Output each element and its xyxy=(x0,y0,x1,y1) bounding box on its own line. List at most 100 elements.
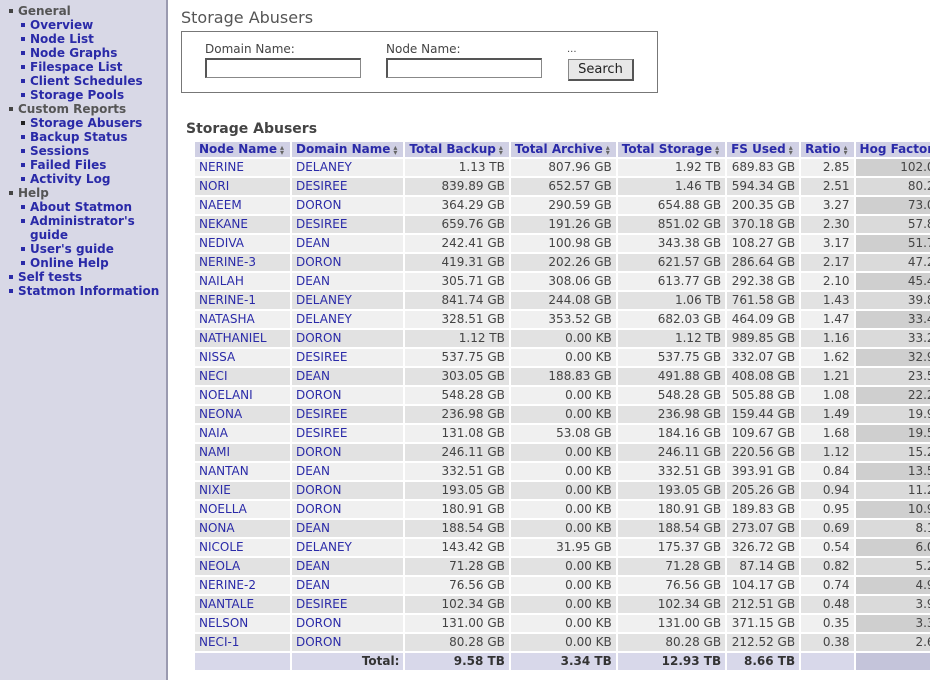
domain-name-link[interactable]: DORON xyxy=(291,387,404,404)
node-name-link[interactable]: NONA xyxy=(195,520,290,537)
node-name-link[interactable]: NATHANIEL xyxy=(195,330,290,347)
column-header-total-archive[interactable]: Total Archive ▴▾ xyxy=(510,142,616,157)
sidebar-item-client-schedules[interactable]: Client Schedules xyxy=(0,74,166,88)
table-row: NEONA DESIREE 236.98 GB 0.00 KB 236.98 GB 159… xyxy=(195,406,930,423)
total-backup-cell: 537.75 GB xyxy=(405,349,509,366)
node-name-link[interactable]: NERINE xyxy=(195,159,290,176)
node-name-link[interactable]: NEKANE xyxy=(195,216,290,233)
sidebar-item-about-statmon[interactable]: About Statmon xyxy=(0,200,166,214)
node-name-link[interactable]: NAIA xyxy=(195,425,290,442)
total-backup-cell: 131.00 GB xyxy=(405,615,509,632)
domain-name-link[interactable]: DORON xyxy=(291,615,404,632)
column-header-hog-factor[interactable]: Hog Factor▴▾ xyxy=(855,142,930,157)
domain-name-link[interactable]: DORON xyxy=(291,330,404,347)
domain-name-link[interactable]: DEAN xyxy=(291,558,404,575)
domain-name-link[interactable]: DEAN xyxy=(291,368,404,385)
sort-icon[interactable]: ▴▾ xyxy=(605,144,610,155)
column-header-total-backup[interactable]: Total Backup ▴▾ xyxy=(405,142,509,157)
sidebar-item-node-list[interactable]: Node List xyxy=(0,32,166,46)
node-name-link[interactable]: NERINE-3 xyxy=(195,254,290,271)
total-archive-cell: 0.00 KB xyxy=(510,520,616,537)
column-header-total-storage[interactable]: Total Storage ▴▾ xyxy=(617,142,726,157)
node-name-link[interactable]: NERINE-1 xyxy=(195,292,290,309)
ratio-cell: 0.82 xyxy=(801,558,854,575)
column-header-label: FS Used xyxy=(731,142,786,156)
node-name-link[interactable]: NECI-1 xyxy=(195,634,290,651)
domain-name-link[interactable]: DELANEY xyxy=(291,311,404,328)
domain-name-link[interactable]: DELANEY xyxy=(291,159,404,176)
sort-icon[interactable]: ▴▾ xyxy=(715,144,720,155)
totals-empty-cell xyxy=(855,653,930,670)
sort-icon[interactable]: ▴▾ xyxy=(843,144,848,155)
column-header-ratio[interactable]: Ratio ▴▾ xyxy=(801,142,854,157)
domain-name-link[interactable]: DEAN xyxy=(291,273,404,290)
sidebar-item-sessions[interactable]: Sessions xyxy=(0,144,166,158)
sidebar-item-storage-abusers[interactable]: Storage Abusers xyxy=(0,116,166,130)
domain-name-link[interactable]: DESIREE xyxy=(291,406,404,423)
node-name-link[interactable]: NAEEM xyxy=(195,197,290,214)
sidebar-item-overview[interactable]: Overview xyxy=(0,18,166,32)
sidebar-item-storage-pools[interactable]: Storage Pools xyxy=(0,88,166,102)
domain-name-link[interactable]: DEAN xyxy=(291,577,404,594)
search-button[interactable]: Search xyxy=(568,59,634,81)
node-name-link[interactable]: NERINE-2 xyxy=(195,577,290,594)
domain-name-link[interactable]: DESIREE xyxy=(291,349,404,366)
node-name-link[interactable]: NIXIE xyxy=(195,482,290,499)
node-name-link[interactable]: NAMI xyxy=(195,444,290,461)
sidebar-item-user-s-guide[interactable]: User's guide xyxy=(0,242,166,256)
sidebar-item-backup-status[interactable]: Backup Status xyxy=(0,130,166,144)
node-name-link[interactable]: NATASHA xyxy=(195,311,290,328)
node-name-input[interactable] xyxy=(386,58,542,78)
sort-icon[interactable]: ▴▾ xyxy=(788,144,793,155)
node-name-link[interactable]: NEOLA xyxy=(195,558,290,575)
node-name-link[interactable]: NANTALE xyxy=(195,596,290,613)
node-name-link[interactable]: NEDIVA xyxy=(195,235,290,252)
domain-name-link[interactable]: DORON xyxy=(291,482,404,499)
domain-name-link[interactable]: DORON xyxy=(291,444,404,461)
sort-icon[interactable]: ▴▾ xyxy=(393,144,398,155)
sidebar-item-activity-log[interactable]: Activity Log xyxy=(0,172,166,186)
domain-name-link[interactable]: DORON xyxy=(291,197,404,214)
node-name-link[interactable]: NORI xyxy=(195,178,290,195)
sidebar-item-failed-files[interactable]: Failed Files xyxy=(0,158,166,172)
sidebar-item-node-graphs[interactable]: Node Graphs xyxy=(0,46,166,60)
domain-name-link[interactable]: DESIREE xyxy=(291,216,404,233)
domain-name-link[interactable]: DORON xyxy=(291,634,404,651)
domain-name-link[interactable]: DESIREE xyxy=(291,596,404,613)
node-name-link[interactable]: NOELLA xyxy=(195,501,290,518)
node-name-link[interactable]: NELSON xyxy=(195,615,290,632)
node-name-link[interactable]: NEONA xyxy=(195,406,290,423)
table-row: NANTALE DESIREE 102.34 GB 0.00 KB 102.34 GB 2… xyxy=(195,596,930,613)
sidebar-item-filespace-list[interactable]: Filespace List xyxy=(0,60,166,74)
sidebar-link-self-tests[interactable]: Self tests xyxy=(0,270,166,284)
fs-used-cell: 286.64 GB xyxy=(727,254,800,271)
domain-name-link[interactable]: DORON xyxy=(291,254,404,271)
column-header-fs-used[interactable]: FS Used ▴▾ xyxy=(727,142,800,157)
domain-name-link[interactable]: DEAN xyxy=(291,463,404,480)
column-header-domain-name[interactable]: Domain Name ▴▾ xyxy=(291,142,404,157)
domain-name-link[interactable]: DESIREE xyxy=(291,425,404,442)
domain-name-link[interactable]: DORON xyxy=(291,501,404,518)
sidebar-item-administrator-s-guide[interactable]: Administrator's guide xyxy=(0,214,166,242)
total-storage-cell: 1.46 TB xyxy=(617,178,726,195)
domain-name-input[interactable] xyxy=(205,58,361,78)
column-header-node-name[interactable]: Node Name ▴▾ xyxy=(195,142,290,157)
domain-name-link[interactable]: DEAN xyxy=(291,520,404,537)
node-name-link[interactable]: NAILAH xyxy=(195,273,290,290)
node-name-link[interactable]: NANTAN xyxy=(195,463,290,480)
total-archive-cell: 191.26 GB xyxy=(510,216,616,233)
node-name-link[interactable]: NECI xyxy=(195,368,290,385)
sort-icon[interactable]: ▴▾ xyxy=(498,144,503,155)
domain-name-link[interactable]: DESIREE xyxy=(291,178,404,195)
sidebar-link-statmon-information[interactable]: Statmon Information xyxy=(0,284,166,298)
node-name-link[interactable]: NISSA xyxy=(195,349,290,366)
fs-used-cell: 594.34 GB xyxy=(727,178,800,195)
total-archive-cell: 353.52 GB xyxy=(510,311,616,328)
domain-name-link[interactable]: DELANEY xyxy=(291,539,404,556)
node-name-link[interactable]: NICOLE xyxy=(195,539,290,556)
domain-name-link[interactable]: DEAN xyxy=(291,235,404,252)
sort-icon[interactable]: ▴▾ xyxy=(279,144,284,155)
node-name-link[interactable]: NOELANI xyxy=(195,387,290,404)
sidebar-item-online-help[interactable]: Online Help xyxy=(0,256,166,270)
domain-name-link[interactable]: DELANEY xyxy=(291,292,404,309)
